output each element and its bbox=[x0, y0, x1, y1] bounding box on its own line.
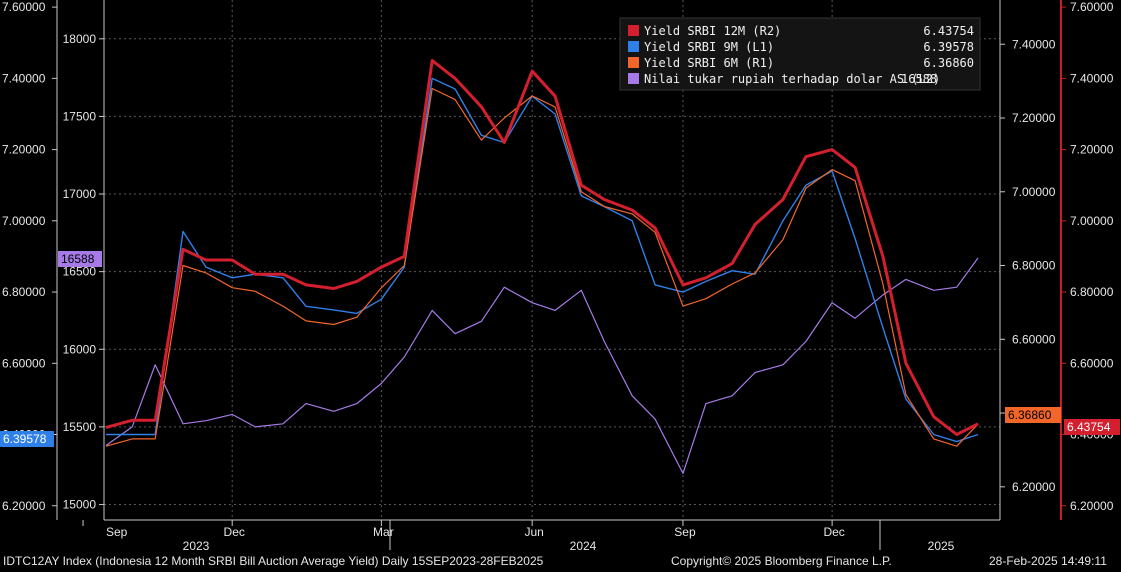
r2-tick-label: 6.60000 bbox=[1070, 356, 1114, 370]
x-month-label: Sep bbox=[106, 525, 128, 539]
value-tag-r1 bbox=[1005, 407, 1061, 423]
r2-tick-label: 7.40000 bbox=[1070, 71, 1114, 85]
value-tag-l1 bbox=[0, 431, 54, 447]
value-tag-label-l1: 6.39578 bbox=[3, 432, 47, 446]
x-month-label: Dec bbox=[823, 525, 844, 539]
x-year-label: 2025 bbox=[928, 539, 955, 553]
l1-tick-label: 6.20000 bbox=[2, 499, 46, 513]
r1-tick-label: 6.60000 bbox=[1012, 332, 1056, 346]
r1-tick-label: 7.40000 bbox=[1012, 37, 1056, 51]
l2-tick-label: 18000 bbox=[63, 32, 97, 46]
l2-tick-label: 17000 bbox=[63, 187, 97, 201]
series-line-l2 bbox=[105, 257, 979, 474]
x-year-label: 2023 bbox=[183, 539, 210, 553]
series-line-l1 bbox=[106, 77, 979, 443]
r1-tick-label: 6.80000 bbox=[1012, 259, 1056, 273]
x-month-label: Jun bbox=[524, 525, 543, 539]
last-value-tags: 6.39578 16588 6.36860 6.43754 bbox=[0, 251, 1120, 447]
legend-swatch bbox=[628, 25, 639, 36]
r1-tick-label: 6.20000 bbox=[1012, 480, 1056, 494]
legend-value: 6.39578 bbox=[923, 40, 974, 54]
l2-tick-label: 15500 bbox=[63, 420, 97, 434]
l2-tick-label: 16500 bbox=[63, 265, 97, 279]
footer-copyright: Copyright© 2025 Bloomberg Finance L.P. bbox=[671, 554, 892, 568]
legend-background bbox=[619, 17, 981, 91]
r2-tick-label: 7.20000 bbox=[1070, 143, 1114, 157]
legend-value: 6.36860 bbox=[923, 56, 974, 70]
legend-label: Nilai tukar rupiah terhadap dolar AS (L2… bbox=[644, 72, 940, 86]
value-tag-label-l2: 16588 bbox=[61, 252, 95, 266]
series-lines bbox=[105, 59, 979, 474]
legend-box: Yield SRBI 12M (R2) 6.43754 Yield SRBI 9M … bbox=[619, 17, 981, 91]
value-tag-l2 bbox=[58, 251, 102, 267]
l1-tick-label: 7.60000 bbox=[2, 0, 46, 14]
legend-label: Yield SRBI 12M (R2) bbox=[644, 24, 781, 38]
l1-tick-label: 7.00000 bbox=[2, 214, 46, 228]
legend-swatch bbox=[628, 41, 639, 52]
legend-swatch bbox=[628, 57, 639, 68]
r1-tick-label: 7.20000 bbox=[1012, 111, 1056, 125]
l2-tick-label: 16000 bbox=[63, 342, 97, 356]
legend-label: Yield SRBI 9M (L1) bbox=[644, 40, 774, 54]
x-month-label: Mar bbox=[373, 525, 394, 539]
x-axis: Sep Dec Mar Jun Sep Dec 2023 2024 2025 bbox=[82, 519, 1000, 553]
x-year-label: 2024 bbox=[570, 539, 597, 553]
footer-description: IDTC12AY Index (Indonesia 12 Month SRBI … bbox=[3, 554, 544, 568]
x-month-label: Sep bbox=[674, 525, 696, 539]
r2-tick-label: 6.20000 bbox=[1070, 499, 1114, 513]
legend-value: 16588 bbox=[901, 72, 937, 86]
legend-value: 6.43754 bbox=[923, 24, 974, 38]
left-axes: 7.60000 7.40000 7.20000 7.00000 6.80000 6.600… bbox=[2, 0, 105, 520]
l1-tick-label: 6.80000 bbox=[2, 285, 46, 299]
series-line-r2 bbox=[105, 59, 979, 436]
value-tag-label-r1: 6.36860 bbox=[1008, 408, 1052, 422]
r2-tick-label: 6.80000 bbox=[1070, 285, 1114, 299]
value-tag-label-r2: 6.43754 bbox=[1067, 420, 1111, 434]
l1-tick-label: 6.60000 bbox=[2, 356, 46, 370]
right-axes: 7.400007.200007.000006.800006.600006.400… bbox=[999, 0, 1114, 520]
l2-tick-label: 17500 bbox=[63, 109, 97, 123]
l1-tick-label: 7.40000 bbox=[2, 71, 46, 85]
r2-tick-label: 7.00000 bbox=[1070, 214, 1114, 228]
l1-tick-label: 7.20000 bbox=[2, 143, 46, 157]
x-month-label: Dec bbox=[224, 525, 245, 539]
legend-label: Yield SRBI 6M (R1) bbox=[644, 56, 774, 70]
footer-timestamp: 28-Feb-2025 14:49:11 bbox=[989, 554, 1107, 568]
l2-tick-label: 15000 bbox=[63, 497, 97, 511]
value-tag-r2 bbox=[1064, 419, 1120, 435]
r2-tick-label: 7.60000 bbox=[1070, 0, 1114, 14]
r1-tick-label: 7.00000 bbox=[1012, 185, 1056, 199]
series-line-r1 bbox=[105, 87, 979, 447]
legend-swatch bbox=[628, 73, 639, 84]
